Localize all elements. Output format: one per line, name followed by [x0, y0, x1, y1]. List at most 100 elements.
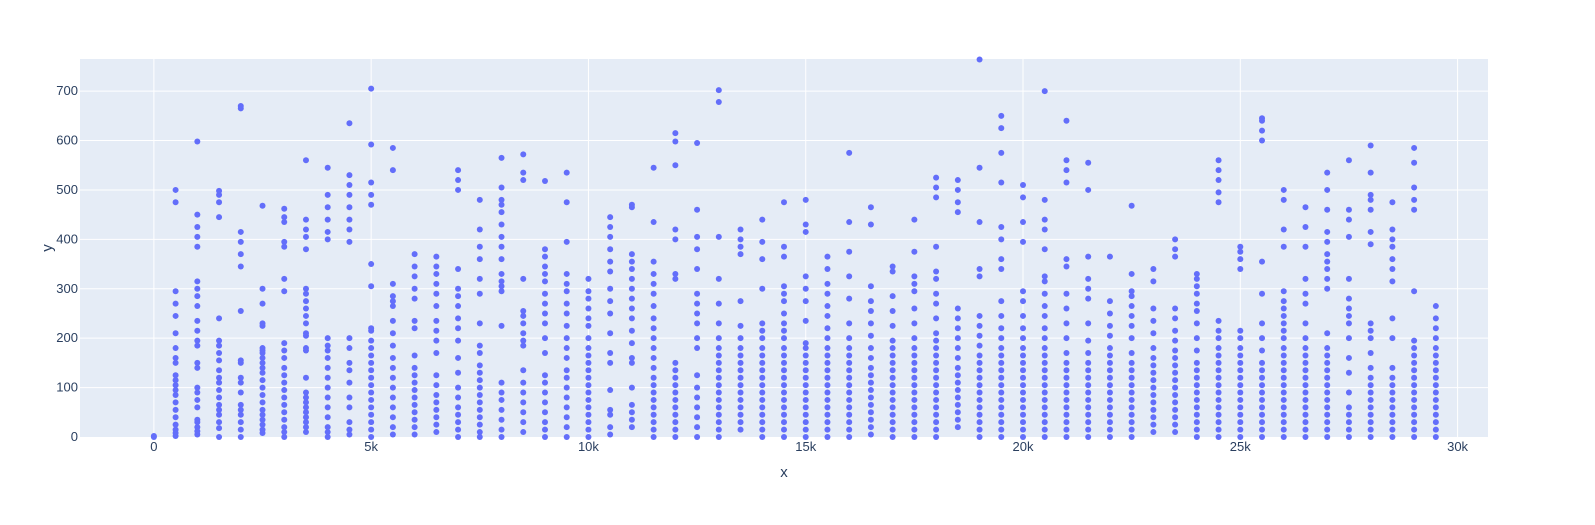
data-point: [1237, 243, 1244, 250]
data-point: [302, 419, 309, 426]
data-point: [1237, 327, 1244, 334]
data-point: [476, 399, 483, 406]
data-point: [172, 372, 179, 379]
data-point: [541, 399, 548, 406]
data-point: [781, 374, 787, 381]
data-point: [455, 434, 462, 440]
data-point: [1411, 382, 1418, 389]
data-point: [237, 263, 244, 270]
data-point: [781, 310, 787, 317]
data-point: [1389, 278, 1396, 285]
data-point: [694, 233, 701, 240]
data-point: [802, 352, 809, 359]
data-point: [737, 411, 744, 418]
data-point: [498, 233, 505, 240]
data-point: [1150, 354, 1157, 361]
data-point: [802, 389, 809, 396]
data-point: [498, 278, 505, 285]
data-point: [867, 409, 874, 416]
data-point: [1345, 320, 1352, 327]
data-point: [933, 275, 940, 282]
data-point: [1041, 196, 1048, 203]
data-point: [563, 199, 570, 206]
data-point: [346, 120, 353, 127]
data-point: [194, 404, 201, 411]
data-point: [954, 424, 961, 431]
data-point: [1280, 382, 1287, 389]
data-point: [802, 273, 809, 280]
data-point: [976, 332, 983, 339]
data-point: [650, 419, 657, 426]
data-point: [846, 404, 853, 411]
data-point: [1345, 411, 1352, 418]
data-point: [302, 305, 309, 312]
data-point: [1432, 325, 1439, 332]
data-point: [1041, 359, 1048, 366]
data-point: [1367, 404, 1374, 411]
data-point: [172, 406, 179, 413]
data-point: [1280, 389, 1287, 396]
data-point: [1063, 117, 1070, 124]
data-point: [1085, 253, 1092, 260]
data-point: [498, 283, 505, 290]
data-point: [1324, 228, 1331, 235]
data-point: [1411, 426, 1418, 433]
y-tick-label: 0: [71, 429, 78, 444]
data-point: [715, 404, 722, 411]
data-point: [1193, 270, 1200, 277]
data-point: [368, 345, 375, 352]
data-point: [563, 238, 570, 245]
data-point: [368, 426, 375, 433]
data-point: [563, 288, 570, 295]
data-point: [324, 204, 331, 211]
data-point: [1150, 377, 1157, 384]
data-point: [1432, 374, 1439, 381]
data-point: [237, 434, 244, 440]
data-point: [1280, 396, 1287, 403]
data-points: [150, 56, 1439, 440]
data-point: [1367, 169, 1374, 176]
data-point: [1172, 327, 1179, 334]
data-point: [411, 251, 418, 258]
data-point: [302, 216, 309, 223]
data-point: [715, 275, 722, 282]
data-point: [1411, 389, 1418, 396]
data-point: [802, 396, 809, 403]
data-point: [650, 434, 657, 440]
data-point: [628, 251, 635, 258]
data-point: [1128, 396, 1135, 403]
y-tick-label: 700: [56, 83, 78, 98]
data-point: [216, 337, 223, 344]
data-point: [802, 367, 809, 374]
data-point: [824, 352, 831, 359]
data-point: [976, 322, 983, 329]
data-point: [1280, 320, 1287, 327]
data-point: [541, 426, 548, 433]
data-point: [694, 434, 701, 440]
data-point: [172, 186, 179, 193]
data-point: [302, 226, 309, 233]
data-point: [628, 327, 635, 334]
data-point: [259, 399, 266, 406]
data-point: [650, 303, 657, 310]
data-point: [455, 293, 462, 300]
data-point: [672, 404, 679, 411]
data-point: [194, 327, 201, 334]
data-point: [1259, 347, 1266, 354]
data-point: [1215, 389, 1222, 396]
data-point: [1020, 374, 1027, 381]
data-point: [889, 374, 896, 381]
data-point: [976, 389, 983, 396]
data-point: [1367, 320, 1374, 327]
y-tick-label: 500: [56, 182, 78, 197]
data-point: [1237, 248, 1244, 255]
data-point: [672, 434, 679, 440]
data-point: [476, 414, 483, 421]
data-point: [216, 342, 223, 349]
data-point: [737, 382, 744, 389]
data-point: [455, 177, 462, 184]
y-tick-label: 600: [56, 133, 78, 148]
data-point: [607, 298, 614, 305]
data-point: [346, 238, 353, 245]
data-point: [998, 374, 1005, 381]
